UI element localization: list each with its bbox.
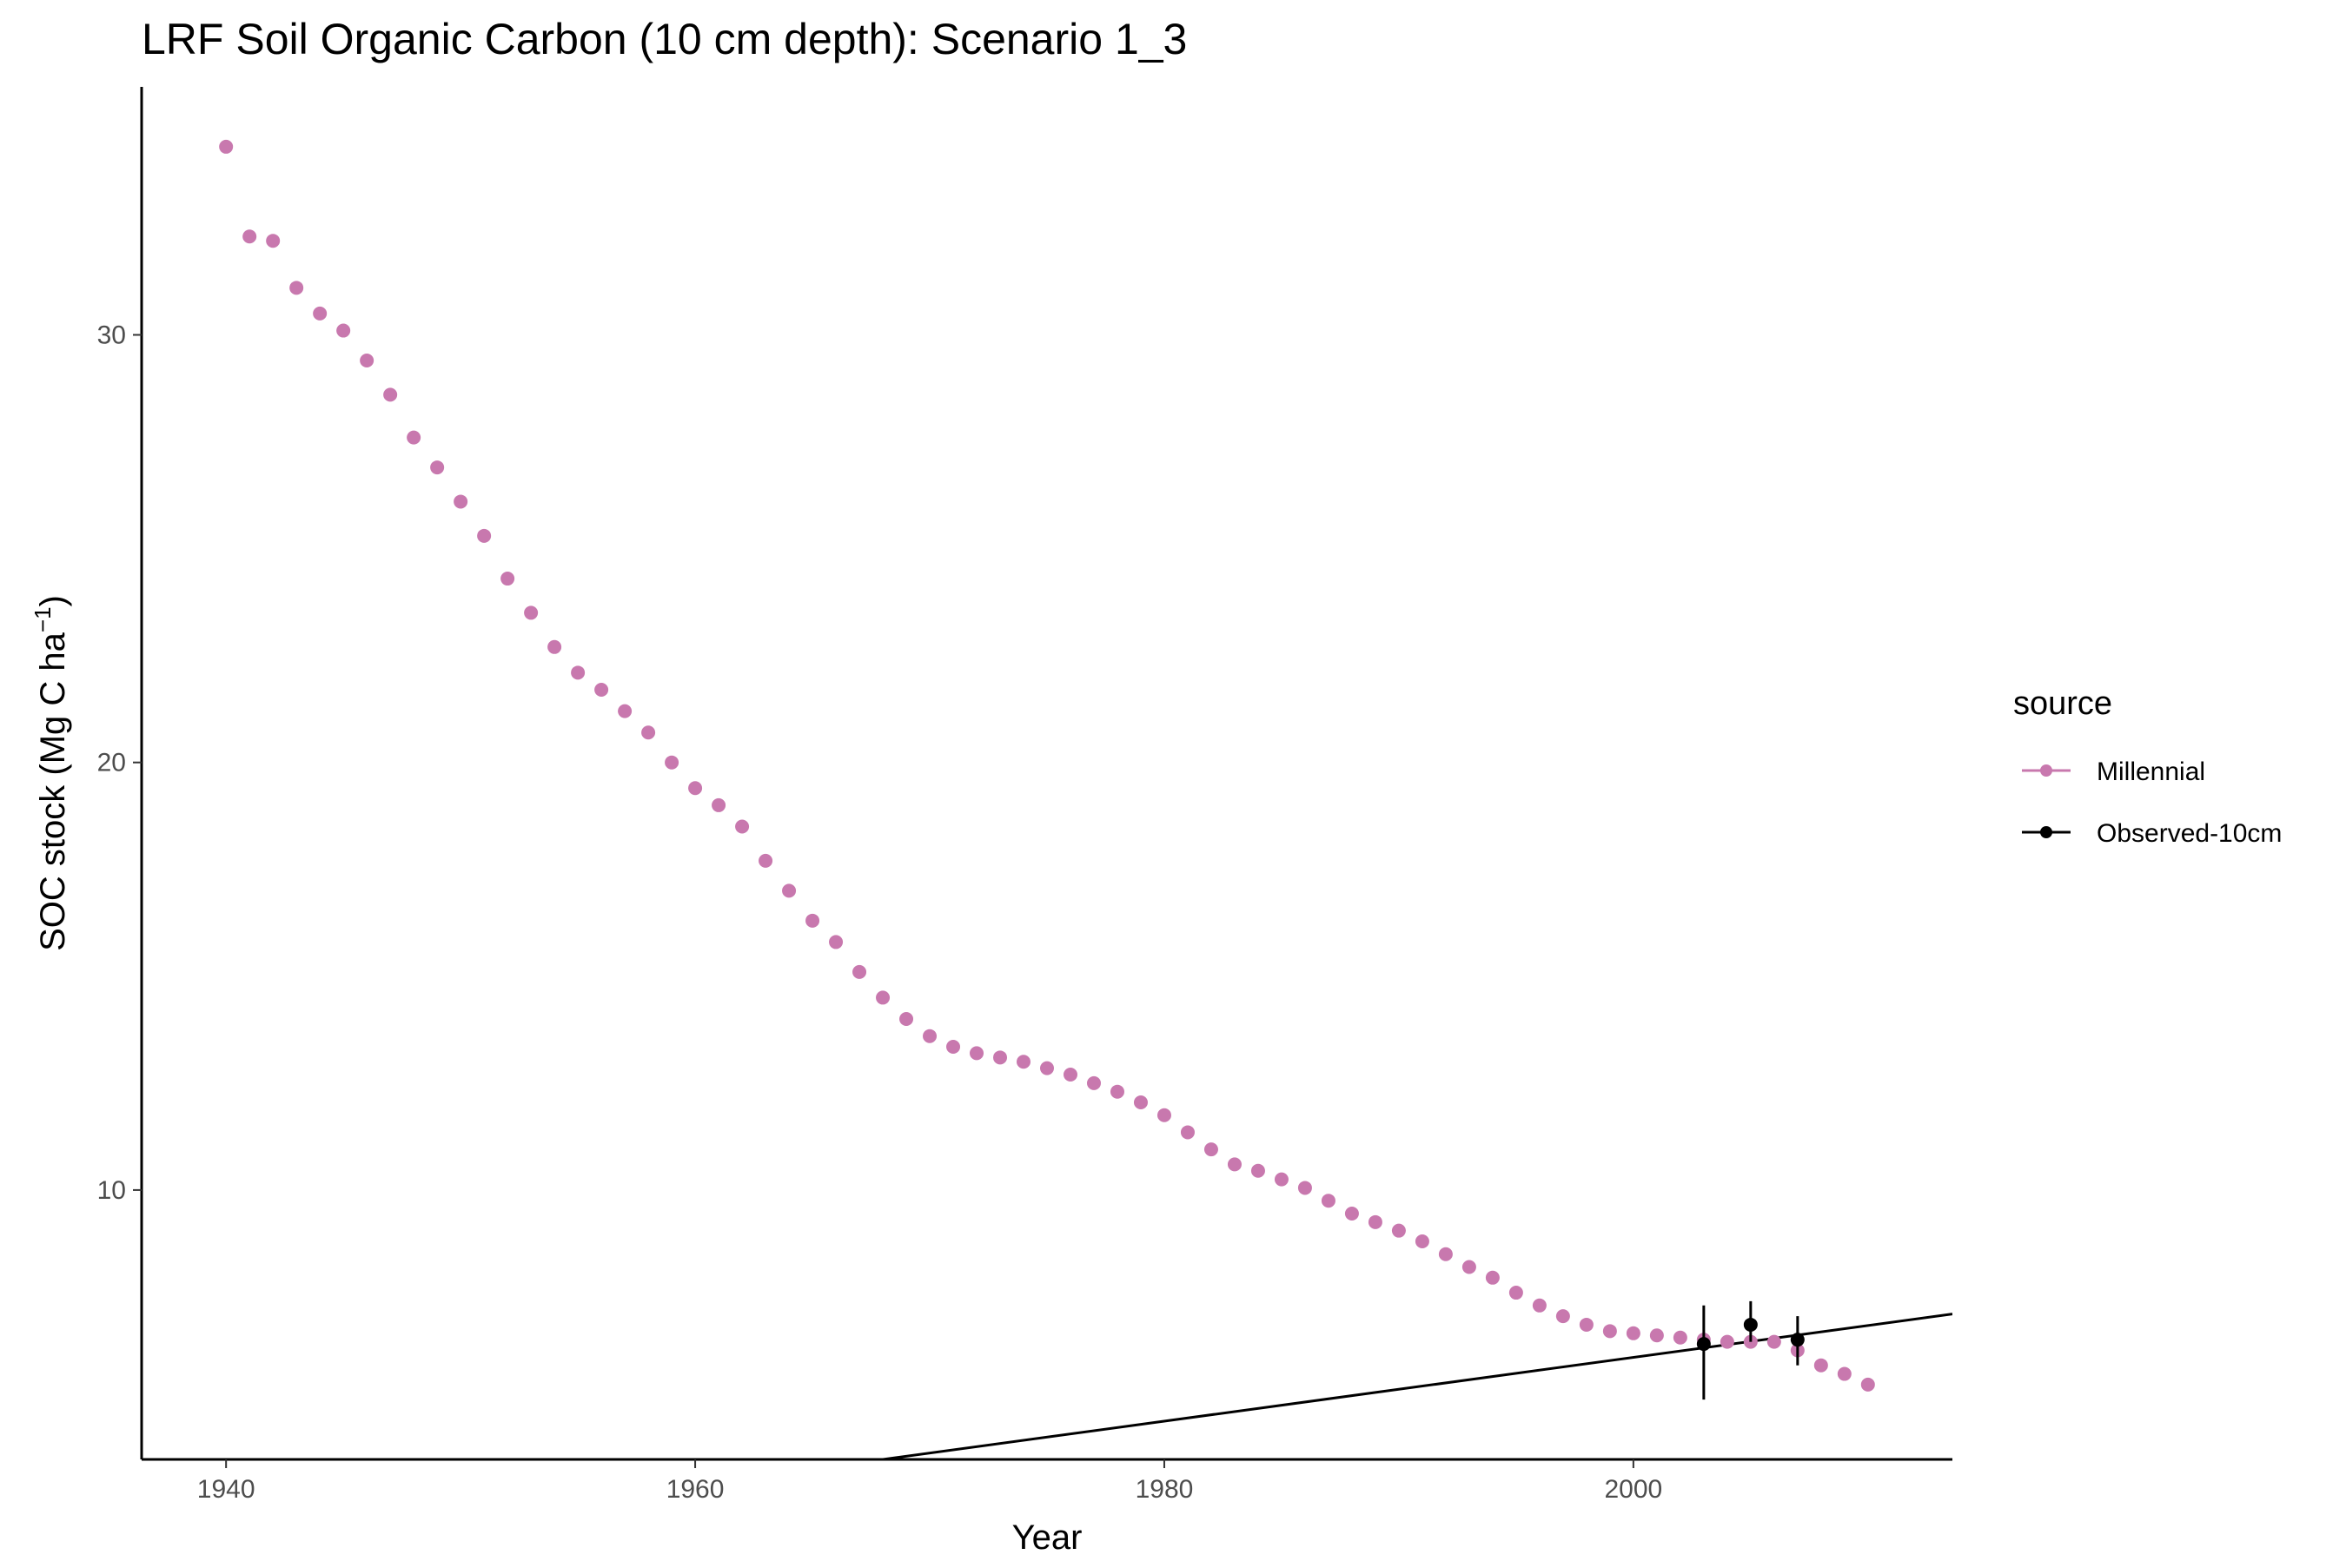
point-millennial-1955 [571,665,586,680]
point-millennial-1992 [1438,1247,1453,1261]
point-millennial-1974 [1017,1055,1031,1069]
point-millennial-1963 [759,853,773,868]
point-millennial-2009 [1837,1366,1852,1381]
point-millennial-1976 [1063,1068,1077,1082]
point-millennial-1970 [923,1029,938,1043]
legend: source Millennial Observed-10cm [2013,685,2282,848]
point-millennial-2010 [1860,1377,1875,1392]
point-millennial-1964 [782,883,797,898]
point-millennial-1987 [1321,1194,1335,1208]
point-millennial-1949 [430,460,445,475]
point-millennial-1966 [829,935,844,949]
point-millennial-2002 [1673,1330,1687,1345]
point-millennial-1944 [313,306,328,321]
point-millennial-1942 [266,234,281,248]
point-millennial-2004 [1720,1334,1734,1349]
y-axis-title-close: ) [34,595,72,606]
plot-area [219,139,1952,1459]
point-millennial-1997 [1555,1309,1570,1324]
y-axis-title-superscript: −1 [30,606,56,632]
point-millennial-1943 [289,281,304,295]
point-millennial-1969 [899,1012,914,1027]
x-tick-label-1980: 1980 [1136,1475,1194,1504]
point-millennial-1989 [1368,1214,1382,1229]
point-millennial-1952 [500,572,515,586]
point-millennial-1986 [1297,1181,1312,1195]
point-millennial-1975 [1040,1061,1054,1075]
point-millennial-1957 [618,704,633,718]
point-millennial-1951 [477,528,492,543]
point-millennial-1958 [641,725,656,740]
legend-key-point-millennial [2040,764,2052,777]
y-axis-title: SOC stock (Mg C ha−1) [30,595,72,951]
point-millennial-1991 [1415,1234,1429,1248]
x-axis-title: Year [1012,1518,1083,1557]
point-millennial-1967 [852,964,867,979]
x-tick-label-2000: 2000 [1604,1475,1662,1504]
point-observed-2007 [1790,1333,1805,1347]
point-millennial-1968 [876,990,891,1005]
point-millennial-1954 [547,639,562,654]
point-millennial-1988 [1344,1206,1359,1221]
y-tick-label-30: 30 [97,321,126,349]
point-millennial-1940 [219,139,234,154]
legend-item-millennial: Millennial [2022,758,2205,786]
point-millennial-1980 [1156,1108,1171,1122]
y-axis-title-main: SOC stock (Mg C ha [34,632,72,951]
point-millennial-1948 [407,430,421,445]
x-tick-label-1960: 1960 [666,1475,725,1504]
point-millennial-1962 [735,819,750,834]
point-millennial-1993 [1461,1260,1476,1274]
point-millennial-1990 [1391,1223,1406,1238]
point-millennial-1961 [712,797,726,812]
point-millennial-1972 [970,1046,984,1061]
point-millennial-1959 [665,755,679,770]
point-millennial-1998 [1579,1317,1594,1332]
point-observed-2003 [1696,1337,1711,1352]
y-tick-label-20: 20 [97,749,126,777]
point-millennial-1947 [383,387,398,402]
point-millennial-2001 [1649,1328,1664,1343]
point-millennial-1965 [805,913,820,928]
legend-label-observed-10cm: Observed-10cm [2097,819,2282,848]
chart-title: LRF Soil Organic Carbon (10 cm depth): S… [142,15,1187,63]
x-tick-label-1940: 1940 [197,1475,255,1504]
point-millennial-1982 [1203,1142,1218,1157]
point-millennial-1994 [1485,1270,1500,1285]
point-millennial-1950 [454,494,468,509]
point-millennial-1981 [1180,1125,1195,1140]
point-millennial-1977 [1086,1075,1101,1090]
point-millennial-1953 [524,605,539,620]
point-millennial-1983 [1227,1157,1242,1172]
y-tick-label-10: 10 [97,1176,126,1205]
point-millennial-1971 [946,1040,961,1055]
point-millennial-1996 [1532,1298,1547,1313]
legend-item-observed-10cm: Observed-10cm [2022,819,2282,848]
point-millennial-1985 [1274,1172,1289,1187]
point-millennial-1956 [594,683,609,698]
point-millennial-1945 [336,323,351,338]
legend-key-point-observed [2040,826,2052,838]
point-millennial-1995 [1508,1286,1523,1300]
point-millennial-1978 [1110,1084,1124,1099]
point-millennial-1973 [993,1050,1008,1065]
point-millennial-1984 [1250,1163,1265,1178]
point-millennial-2006 [1766,1334,1781,1349]
point-millennial-1941 [242,229,257,244]
point-millennial-1946 [360,354,374,368]
point-millennial-1999 [1602,1324,1617,1339]
point-millennial-2008 [1813,1358,1828,1373]
point-millennial-1979 [1133,1095,1148,1110]
legend-label-millennial: Millennial [2097,758,2205,786]
point-observed-2005 [1743,1317,1758,1332]
point-millennial-2000 [1626,1326,1640,1340]
legend-title: source [2013,685,2112,722]
axis-ticks: 1940 1960 1980 2000 10 20 30 [97,321,1663,1504]
point-millennial-1960 [688,781,703,796]
